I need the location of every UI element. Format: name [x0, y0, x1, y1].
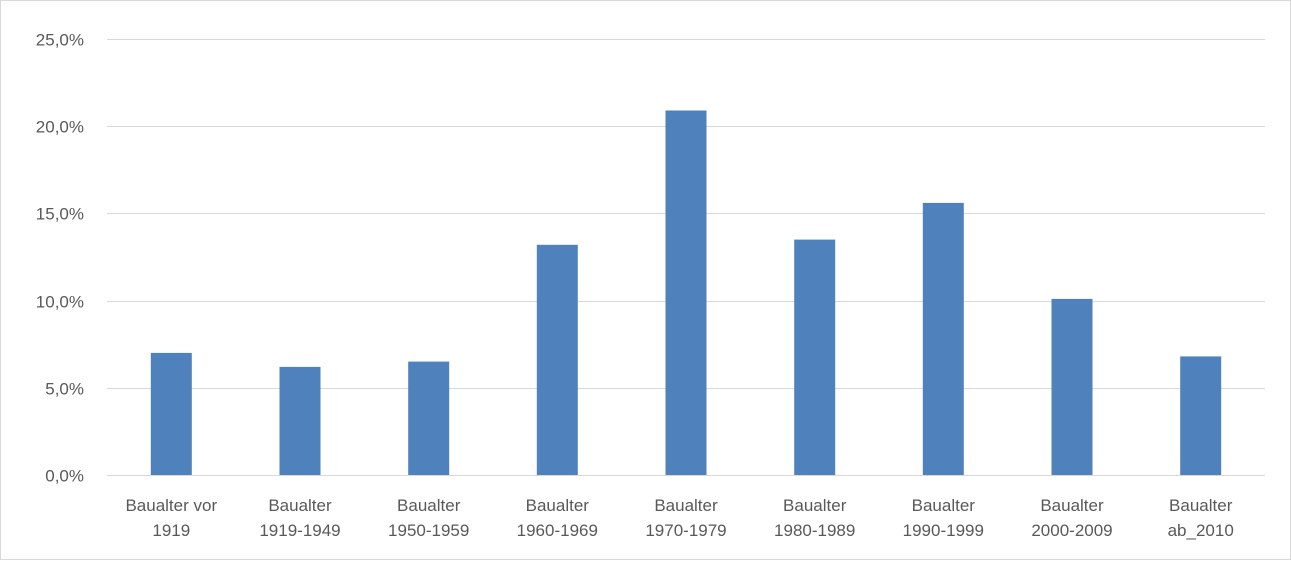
y-tick-label: 15,0%: [36, 205, 84, 224]
x-tick-label: 1960-1969: [517, 521, 598, 540]
y-tick-label: 0,0%: [45, 467, 84, 486]
x-tick-label: 1919: [152, 521, 190, 540]
bars: [150, 110, 1222, 475]
x-tick-label: Baualter vor: [125, 496, 217, 515]
x-tick-label: 1970-1979: [645, 521, 726, 540]
bar: [1051, 298, 1093, 475]
x-tick-label: Baualter: [654, 496, 718, 515]
x-tick-label: Baualter: [526, 496, 590, 515]
x-tick-label: 1950-1959: [388, 521, 469, 540]
x-tick-label: 1980-1989: [774, 521, 855, 540]
x-tick-label: Baualter: [783, 496, 847, 515]
bar: [922, 202, 964, 475]
x-tick-label: 2000-2009: [1031, 521, 1112, 540]
bar: [279, 366, 321, 475]
bar: [1180, 356, 1222, 475]
x-tick-label: Baualter: [397, 496, 461, 515]
x-tick-label: ab_2010: [1168, 521, 1234, 540]
y-tick-label: 5,0%: [45, 380, 84, 399]
x-tick-label: Baualter: [268, 496, 332, 515]
x-tick-label: Baualter: [1169, 496, 1233, 515]
y-tick-label: 10,0%: [36, 293, 84, 312]
x-tick-label: 1990-1999: [903, 521, 984, 540]
x-tick-label: Baualter: [912, 496, 976, 515]
bar: [536, 244, 578, 475]
bar: [408, 361, 450, 475]
x-tick-label: Baualter: [1040, 496, 1104, 515]
y-tick-label: 25,0%: [36, 31, 84, 50]
x-tick-label: 1919-1949: [259, 521, 340, 540]
x-axis-tick-labels: Baualter vor 1919 Baualter 1919-1949 Baualte…: [125, 496, 1233, 540]
y-axis-tick-labels: 0,0% 5,0% 10,0% 15,0% 20,0% 25,0%: [36, 31, 84, 486]
bar: [665, 110, 707, 475]
y-tick-label: 20,0%: [36, 118, 84, 137]
bar: [150, 352, 192, 475]
bar: [794, 239, 836, 475]
